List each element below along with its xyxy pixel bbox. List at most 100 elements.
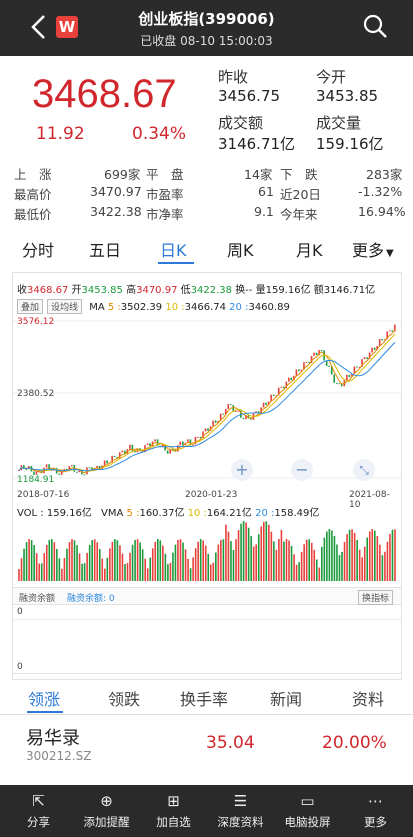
volume-bar (283, 541, 285, 581)
candle (219, 413, 222, 421)
candle (330, 366, 333, 375)
volume-bar (189, 568, 192, 581)
tab-turnover-rate[interactable]: 换手率 (180, 690, 229, 709)
volume-bar (124, 563, 126, 581)
fullscreen-icon[interactable]: ⤡ (353, 459, 375, 481)
down-value: 283家 (366, 167, 403, 182)
volume-bar (305, 539, 308, 581)
add-watchlist-button[interactable]: ⊞ 加自选 (139, 791, 208, 830)
tab-5day[interactable]: 五日 (89, 241, 122, 260)
tab-news[interactable]: 新闻 (270, 690, 303, 709)
candle (50, 469, 53, 471)
candle (310, 355, 313, 363)
zoom-in-button[interactable]: + (231, 459, 253, 481)
volume-bar (23, 548, 25, 581)
open-label-k: 开 (71, 285, 82, 296)
candle (242, 417, 245, 420)
pe-label: 市盈率 (146, 187, 184, 202)
volume-bar (103, 568, 106, 581)
vol-label: VOL : (17, 508, 44, 519)
candle (96, 466, 98, 469)
cast-screen-label: 电脑投屏 (284, 815, 331, 829)
candle (267, 401, 270, 406)
candle (328, 365, 330, 367)
stock-price: 35.04 (206, 733, 255, 753)
candle (164, 444, 166, 451)
tab-intraday[interactable]: 分时 (22, 241, 55, 260)
set-ma-button[interactable]: 设均线 (47, 299, 83, 314)
tab-top-gainers[interactable]: 领涨 (28, 690, 61, 709)
volume-bar (341, 551, 343, 581)
share-button[interactable]: ⇱ 分享 (4, 791, 73, 830)
share-icon: ⇱ (32, 792, 45, 810)
candle (346, 374, 348, 381)
monitor-icon: ▭ (300, 792, 315, 810)
more-label: 更多 (364, 815, 387, 829)
volume-bar (38, 563, 40, 581)
cast-screen-button[interactable]: ▭ 电脑投屏 (273, 791, 342, 830)
candle (78, 469, 81, 473)
volume-bar (232, 549, 235, 581)
volume-bar (162, 545, 164, 581)
candle (171, 448, 174, 450)
tab-top-losers[interactable]: 领跌 (108, 690, 141, 709)
chevron-left-icon[interactable] (28, 13, 50, 41)
more-button[interactable]: ⋯ 更多 (341, 791, 410, 830)
tab-weekly-k[interactable]: 周K (227, 241, 254, 260)
candle (378, 339, 381, 347)
add-alert-button[interactable]: ⊕ 添加提醒 (72, 791, 141, 830)
tab-monthly-k[interactable]: 月K (296, 241, 323, 260)
plus-box-icon: ⊞ (167, 792, 180, 810)
zoom-out-button[interactable]: − (291, 459, 313, 481)
market-status: 已收盘 08-10 15:00:03 (140, 34, 273, 48)
candle (207, 428, 209, 432)
candle (144, 445, 146, 453)
candle (313, 352, 315, 356)
quote-panel: 3468.67 11.92 0.34% 昨收 3456.75 今开 3453.8… (0, 56, 413, 160)
volume-bar (81, 563, 83, 581)
overlay-button[interactable]: 叠加 (17, 299, 44, 314)
search-icon[interactable] (362, 13, 388, 39)
candle (285, 381, 288, 389)
volume-bar (366, 537, 369, 581)
candle (325, 360, 328, 366)
volume-bar (207, 553, 210, 581)
up-value: 699家 (104, 167, 141, 182)
vma10-label: 10 : (187, 508, 207, 519)
volume-bar (98, 549, 101, 581)
tab-more[interactable]: 更多 ▼ (352, 237, 394, 261)
ma5-value: 3502.39 (120, 302, 163, 313)
kline-chart-panel[interactable]: 收3468.67 开3453.85 高3470.97 低3422.38 换-- … (12, 272, 402, 680)
volume-bar (101, 558, 104, 581)
volume-bar (356, 540, 358, 581)
volume-bar (194, 548, 197, 581)
ma20-label: 20 : (229, 302, 249, 313)
candle (361, 359, 363, 367)
candle (315, 352, 318, 356)
volume-bar (159, 540, 162, 581)
volume-bar (285, 539, 288, 581)
candle (386, 331, 389, 340)
ma-line (18, 329, 396, 474)
share-label: 分享 (27, 815, 50, 829)
switch-indicator-button[interactable]: 换指标 (357, 590, 393, 605)
volume-bar (230, 541, 232, 581)
volume-bar (119, 545, 121, 581)
candle (146, 443, 149, 446)
volume-bar (53, 542, 56, 581)
volume-bar (126, 562, 129, 581)
list-item[interactable]: 易华录 300212.SZ 35.04 20.00% (0, 716, 413, 776)
low-label: 最低价 (14, 207, 52, 222)
app-logo: W (56, 16, 78, 38)
candle (123, 450, 126, 454)
deep-data-button[interactable]: ☰ 深度资料 (206, 791, 275, 830)
tab-daily-k[interactable]: 日K (160, 241, 187, 260)
margin-tab[interactable]: 融资余额 (19, 594, 56, 604)
candle (308, 361, 310, 363)
tab-profile[interactable]: 资料 (352, 690, 385, 709)
volume-bar (321, 546, 323, 581)
vma5-value: 160.37亿 (139, 508, 185, 519)
volume-bar (333, 535, 336, 581)
margin-balance-label: 融资余额: 0 (67, 594, 115, 604)
candle (288, 377, 290, 382)
